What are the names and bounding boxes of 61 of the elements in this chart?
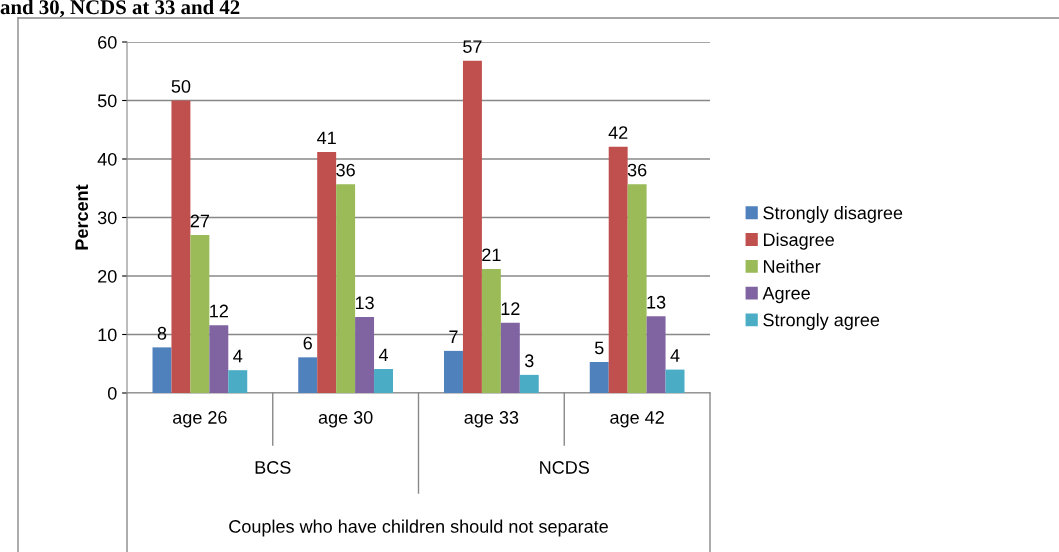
data-label: 8	[157, 326, 167, 340]
data-label: 12	[501, 302, 520, 315]
data-label: 5	[594, 341, 604, 355]
bar	[298, 357, 318, 393]
data-label: 13	[355, 296, 374, 310]
data-label: 42	[608, 126, 628, 139]
bar	[462, 60, 482, 393]
bar	[500, 322, 520, 393]
text: Couples who have children should not separate	[229, 519, 608, 537]
y-axis-title: Percent	[75, 184, 89, 250]
x-tick-label: age 42	[610, 411, 664, 428]
data-label: 4	[670, 349, 680, 362]
bar	[481, 268, 501, 393]
x-tick-label: age 30	[318, 411, 373, 428]
x-tick-label: age 26	[173, 411, 227, 428]
legend-label: Agree	[762, 287, 810, 304]
y-tick-label: 50	[97, 94, 117, 108]
text: BCS	[255, 461, 291, 474]
legend-label: Disagree	[763, 232, 834, 250]
bar	[209, 325, 229, 393]
bar	[228, 370, 248, 393]
bar	[190, 235, 210, 393]
legend-label: Strongly disagree	[763, 206, 903, 223]
bar	[444, 350, 463, 393]
bar	[665, 369, 685, 393]
data-label: 4	[378, 348, 389, 362]
bar	[336, 184, 356, 393]
bar	[374, 369, 393, 393]
bar	[355, 316, 375, 393]
y-tick-label: 30	[97, 211, 117, 225]
y-tick-label: 0	[107, 386, 117, 400]
legend-label: Neither	[763, 259, 821, 273]
bar	[152, 347, 172, 393]
data-label: 50	[171, 79, 191, 93]
bar	[627, 184, 647, 393]
data-label: 57	[463, 40, 482, 53]
bar	[317, 151, 337, 393]
data-label: 13	[647, 295, 666, 309]
y-tick-label: 60	[98, 35, 117, 49]
bar	[589, 361, 609, 393]
chart-title: and 30, NCDS at 33 and 42	[0, 0, 240, 18]
data-label: 3	[524, 354, 534, 368]
data-label: 4	[233, 349, 243, 363]
bar	[171, 100, 191, 393]
bar	[646, 316, 666, 393]
y-tick-label: 10	[98, 328, 117, 342]
data-label: 12	[210, 304, 228, 318]
bar	[519, 374, 539, 393]
bar	[608, 146, 628, 393]
text: NCDS	[540, 461, 589, 474]
data-label: 36	[336, 163, 355, 177]
data-label: 27	[190, 214, 210, 228]
data-label: 6	[303, 336, 312, 350]
x-tick-label: age 33	[464, 411, 519, 428]
data-label: 41	[317, 131, 336, 145]
data-label: 7	[449, 330, 458, 343]
legend-label: Strongly agree	[763, 313, 880, 330]
data-label: 21	[482, 248, 501, 262]
data-label: 36	[627, 163, 647, 177]
y-tick-label: 20	[98, 269, 117, 283]
y-tick-label: 40	[97, 152, 117, 166]
